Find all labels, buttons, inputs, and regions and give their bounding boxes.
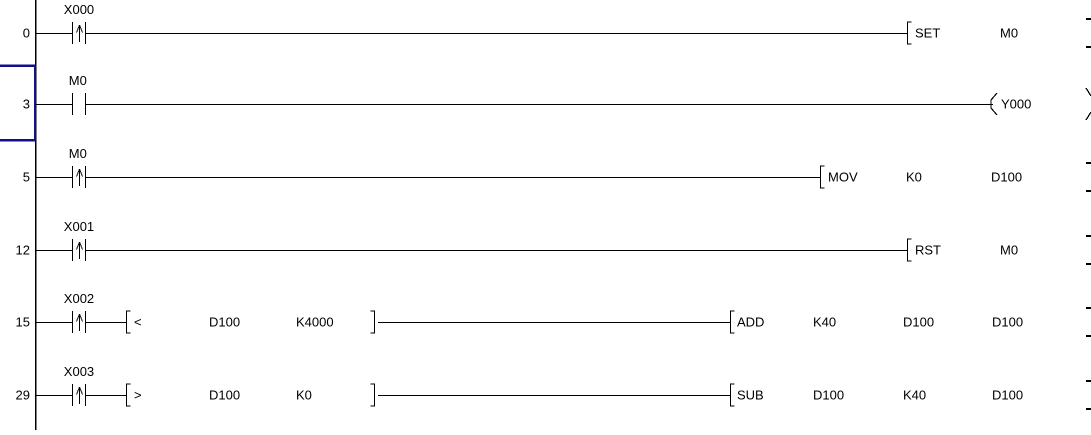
svg-text:15: 15 (16, 315, 30, 330)
svg-text:K0: K0 (906, 170, 922, 185)
svg-text:D100: D100 (903, 315, 934, 330)
svg-text:RST: RST (915, 243, 941, 258)
svg-text:K4000: K4000 (296, 315, 334, 330)
svg-text:X000: X000 (64, 2, 94, 17)
svg-text:K40: K40 (813, 315, 836, 330)
svg-text:<: < (134, 315, 142, 330)
svg-text:D100: D100 (813, 388, 844, 403)
svg-text:M0: M0 (1000, 243, 1018, 258)
svg-text:M0: M0 (69, 146, 87, 161)
svg-text:SUB: SUB (737, 388, 764, 403)
svg-text:D100: D100 (992, 315, 1023, 330)
svg-text:M0: M0 (1000, 26, 1018, 41)
svg-text:ADD: ADD (737, 315, 764, 330)
svg-text:Y000: Y000 (1001, 97, 1031, 112)
svg-text:D100: D100 (209, 315, 240, 330)
svg-text:M0: M0 (69, 73, 87, 88)
svg-text:K40: K40 (903, 388, 926, 403)
svg-text:X001: X001 (64, 219, 94, 234)
svg-text:D100: D100 (992, 388, 1023, 403)
svg-text:29: 29 (16, 388, 30, 403)
svg-text:SET: SET (915, 26, 940, 41)
svg-text:3: 3 (23, 97, 30, 112)
svg-text:K0: K0 (296, 388, 312, 403)
svg-text:D100: D100 (991, 170, 1022, 185)
svg-text:MOV: MOV (828, 170, 858, 185)
svg-text:12: 12 (16, 243, 30, 258)
svg-text:X002: X002 (64, 291, 94, 306)
svg-text:>: > (134, 388, 142, 403)
svg-text:D100: D100 (209, 388, 240, 403)
svg-text:X003: X003 (64, 364, 94, 379)
svg-text:5: 5 (23, 170, 30, 185)
svg-text:0: 0 (23, 26, 30, 41)
